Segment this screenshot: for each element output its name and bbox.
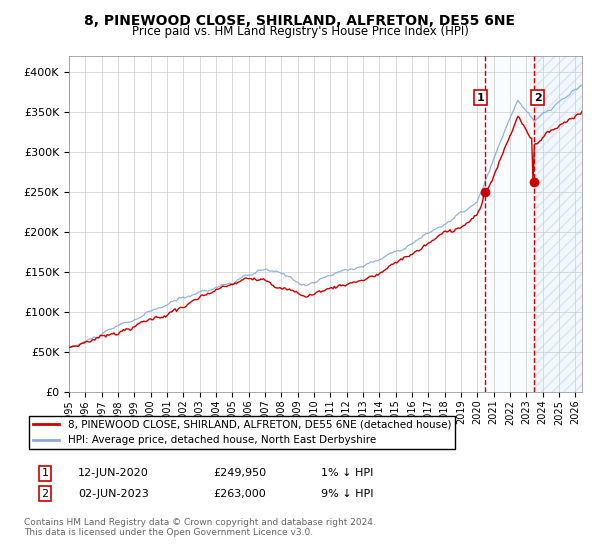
Text: 12-JUN-2020: 12-JUN-2020 [78, 468, 149, 478]
Text: £249,950: £249,950 [213, 468, 266, 478]
Text: 1: 1 [477, 92, 484, 102]
Text: 02-JUN-2023: 02-JUN-2023 [78, 489, 149, 499]
Text: Contains HM Land Registry data © Crown copyright and database right 2024.
This d: Contains HM Land Registry data © Crown c… [24, 518, 376, 538]
Text: 2: 2 [534, 92, 542, 102]
Text: 1% ↓ HPI: 1% ↓ HPI [321, 468, 373, 478]
Bar [485, 56, 582, 392]
Text: 8, PINEWOOD CLOSE, SHIRLAND, ALFRETON, DE55 6NE: 8, PINEWOOD CLOSE, SHIRLAND, ALFRETON, D… [85, 14, 515, 28]
Text: Price paid vs. HM Land Registry's House Price Index (HPI): Price paid vs. HM Land Registry's House … [131, 25, 469, 38]
Text: 1: 1 [41, 468, 49, 478]
Bar [533, 56, 582, 392]
Text: £263,000: £263,000 [213, 489, 266, 499]
Legend: 8, PINEWOOD CLOSE, SHIRLAND, ALFRETON, DE55 6NE (detached house), HPI: Average p: 8, PINEWOOD CLOSE, SHIRLAND, ALFRETON, D… [29, 416, 455, 449]
Text: 2: 2 [41, 489, 49, 499]
Text: 9% ↓ HPI: 9% ↓ HPI [321, 489, 373, 499]
